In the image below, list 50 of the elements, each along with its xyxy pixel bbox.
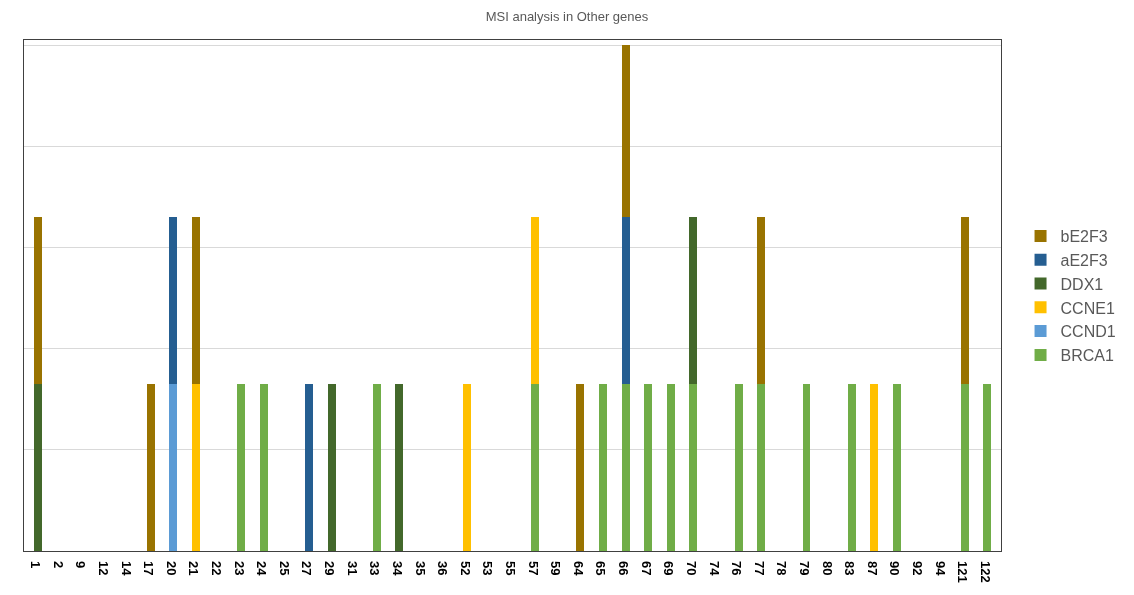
legend-label: DDX1	[1060, 275, 1104, 293]
x-tick-label: 79	[797, 561, 812, 576]
chart-title: MSI analysis in Other genes	[485, 9, 649, 24]
x-tick-label: 21	[186, 561, 202, 576]
x-tick-label: 29	[322, 561, 338, 576]
x-tick-label: 31	[344, 561, 360, 576]
x-tick-label: 57	[525, 561, 541, 576]
x-tick-label: 78	[774, 561, 790, 576]
x-tick-label: 2	[50, 561, 66, 569]
x-tick-label: 64	[570, 561, 586, 577]
x-tick-label: 59	[548, 561, 564, 576]
x-tick-label: 27	[299, 561, 315, 576]
x-tick-label: 87	[864, 561, 880, 576]
x-tick-label: 14	[118, 561, 134, 577]
x-tick-label: 23	[231, 561, 247, 576]
x-tick-label: 33	[367, 561, 383, 576]
x-tick-label: 20	[163, 561, 179, 576]
x-tick-label: 92	[910, 561, 926, 576]
x-tick-label: 83	[842, 561, 858, 576]
x-tick-label: 12	[95, 561, 111, 576]
x-tick-label: 66	[616, 561, 632, 576]
x-tick-label: 76	[729, 561, 745, 576]
x-tick-label: 34	[389, 561, 405, 577]
x-tick-label: 17	[141, 561, 157, 576]
x-tick-label: 55	[503, 561, 518, 576]
x-tick-label: 70	[683, 561, 699, 576]
legend-label: CCND1	[1060, 323, 1116, 341]
x-tick-label: 122	[977, 561, 993, 583]
x-tick-label: 53	[480, 561, 496, 576]
x-tick-label: 94	[932, 561, 948, 577]
x-tick-label: 69	[661, 561, 677, 576]
legend-label: aE2F3	[1060, 251, 1108, 269]
x-tick-label: 80	[819, 561, 835, 576]
x-tick-label: 24	[254, 561, 270, 577]
x-tick-label: 22	[209, 561, 224, 576]
x-tick-label: 36	[435, 561, 451, 576]
x-tick-label: 67	[638, 561, 654, 576]
x-tick-label: 1	[28, 561, 44, 569]
x-tick-label: 74	[706, 561, 722, 577]
x-tick-label: 35	[412, 561, 428, 576]
x-tick-label: 77	[751, 561, 767, 576]
x-tick-label: 25	[276, 561, 292, 576]
legend-label: CCNE1	[1060, 299, 1115, 317]
x-tick-label: 9	[73, 561, 89, 569]
x-tick-label: 52	[457, 561, 473, 576]
x-tick-label: 65	[593, 561, 609, 576]
legend-label: bE2F3	[1060, 228, 1108, 246]
x-tick-label: 121	[955, 561, 971, 583]
x-tick-label: 90	[887, 561, 903, 576]
legend-label: BRCA1	[1060, 347, 1114, 365]
